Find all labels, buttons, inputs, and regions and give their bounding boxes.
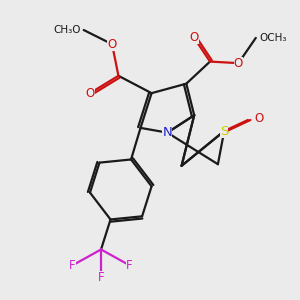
- Text: S: S: [220, 124, 228, 138]
- Text: F: F: [126, 259, 133, 272]
- Text: OCH₃: OCH₃: [259, 33, 286, 43]
- Text: N: N: [163, 126, 172, 139]
- Text: CH₃O: CH₃O: [53, 25, 80, 35]
- Text: O: O: [254, 112, 264, 125]
- Text: O: O: [107, 38, 117, 51]
- Text: O: O: [85, 87, 94, 100]
- Text: F: F: [98, 272, 104, 284]
- Text: F: F: [69, 259, 76, 272]
- Text: O: O: [234, 57, 243, 70]
- Text: O: O: [190, 32, 199, 44]
